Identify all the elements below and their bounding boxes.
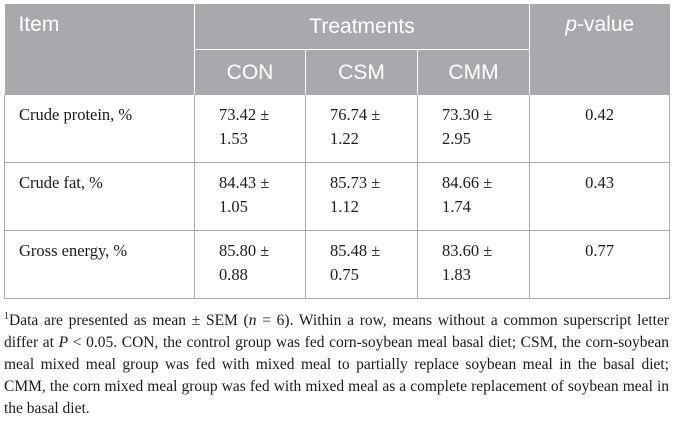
header-group-con: CON bbox=[194, 49, 306, 95]
row-label: Crude protein, % bbox=[4, 95, 195, 163]
cell-sem: 0.88 bbox=[219, 265, 248, 284]
footnote-text-2: = 6). Within a row, means without a comm… bbox=[4, 312, 669, 351]
header-pvalue: p-value bbox=[529, 4, 670, 95]
cell-mean: 84.43 ± bbox=[219, 173, 270, 192]
header-pvalue-p: p bbox=[565, 13, 577, 36]
digestibility-table: Item Treatments p-value CON CSM CMM Crud… bbox=[4, 4, 671, 299]
footnote-n: n bbox=[248, 312, 257, 329]
cell-sem: 2.95 bbox=[442, 129, 471, 148]
cell-cmm: 83.60 ± 1.83 bbox=[416, 230, 530, 299]
cell-mean: 85.48 ± bbox=[330, 241, 381, 260]
header-group-cmm: CMM bbox=[416, 49, 531, 95]
cell-sem: 0.75 bbox=[330, 265, 359, 284]
header-item: Item bbox=[4, 4, 195, 95]
cell-csm: 85.48 ± 0.75 bbox=[305, 230, 418, 299]
cell-pvalue: 0.77 bbox=[529, 230, 671, 299]
cell-sem: 1.53 bbox=[219, 129, 248, 148]
cell-mean: 85.80 ± bbox=[219, 241, 270, 260]
cell-sem: 1.12 bbox=[330, 197, 359, 216]
cell-mean: 84.66 ± bbox=[442, 173, 493, 192]
cell-mean: 83.60 ± bbox=[442, 241, 493, 260]
footnote-marker: 1 bbox=[4, 311, 9, 322]
cell-csm: 85.73 ± 1.12 bbox=[305, 162, 418, 231]
table-row: Crude protein, % 73.42 ± 1.53 76.74 ± 1.22… bbox=[4, 95, 671, 163]
cell-sem: 1.05 bbox=[219, 197, 248, 216]
row-label: Crude fat, % bbox=[4, 162, 195, 231]
cell-sem: 1.83 bbox=[442, 265, 471, 284]
table-body: Crude protein, % 73.42 ± 1.53 76.74 ± 1.22… bbox=[4, 95, 671, 299]
cell-mean: 76.74 ± bbox=[330, 105, 381, 124]
cell-con: 84.43 ± 1.05 bbox=[194, 162, 306, 231]
table-header: Item Treatments p-value CON CSM CMM bbox=[4, 4, 670, 95]
data-table-container: Item Treatments p-value CON CSM CMM Crud… bbox=[4, 4, 671, 299]
cell-cmm: 73.30 ± 2.95 bbox=[416, 95, 530, 163]
footnote-text-3: < 0.05. CON, the control group was fed c… bbox=[4, 334, 669, 417]
header-pvalue-rest: -value bbox=[577, 13, 635, 36]
cell-cmm: 84.66 ± 1.74 bbox=[416, 162, 530, 231]
header-group-csm: CSM bbox=[305, 49, 418, 95]
table-row: Crude fat, % 84.43 ± 1.05 85.73 ± 1.12 84.… bbox=[4, 162, 671, 231]
cell-csm: 76.74 ± 1.22 bbox=[305, 95, 418, 163]
cell-con: 73.42 ± 1.53 bbox=[194, 95, 306, 163]
cell-pvalue: 0.43 bbox=[529, 162, 671, 231]
table-row: Gross energy, % 85.80 ±0.88 85.48 ±0.75 … bbox=[4, 230, 671, 299]
footnote-P: P bbox=[58, 334, 69, 351]
table-footnote: 1Data are presented as mean ± SEM (n = 6… bbox=[4, 306, 669, 420]
footnote-text-1: Data are presented as mean ± SEM ( bbox=[9, 312, 249, 329]
cell-con: 85.80 ± 0.88 bbox=[194, 230, 306, 299]
cell-sem: 1.74 bbox=[442, 197, 471, 216]
row-label: Gross energy, % bbox=[4, 230, 195, 299]
cell-mean: 85.73 ± bbox=[330, 173, 381, 192]
cell-sem: 1.22 bbox=[330, 129, 359, 148]
cell-pvalue: 0.42 bbox=[529, 95, 671, 163]
header-treatments: Treatments bbox=[193, 4, 530, 50]
cell-mean: 73.30 ± bbox=[442, 105, 493, 124]
cell-mean: 73.42 ± bbox=[219, 105, 270, 124]
